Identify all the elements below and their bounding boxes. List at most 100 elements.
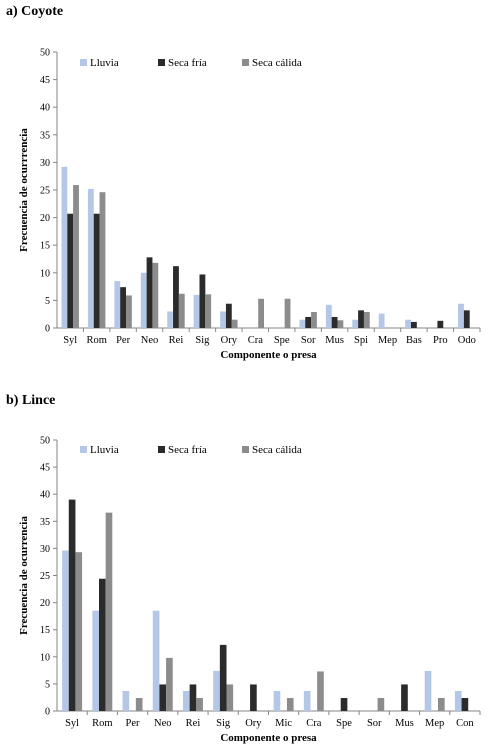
bar-rei-series-2 — [173, 266, 179, 328]
bar-rei-series-2 — [189, 684, 197, 711]
bar-sig-series-3 — [205, 294, 212, 328]
y-tick-label: 0 — [45, 324, 50, 335]
y-tick-label: 40 — [40, 490, 50, 501]
bar-sig-series-1 — [213, 670, 220, 711]
x-tick-label: Rei — [186, 718, 201, 729]
bar-rei-series-3 — [178, 293, 185, 328]
bar-bas-series-1 — [405, 319, 411, 328]
x-tick-label: Odo — [458, 335, 476, 346]
bar-sig-series-2 — [199, 274, 206, 328]
bar-ory-series-1 — [220, 311, 226, 328]
y-tick-label: 30 — [40, 544, 50, 555]
bar-sor-series-2 — [305, 316, 312, 328]
x-tick-label: Spe — [336, 718, 352, 729]
bar-neo-series-2 — [146, 257, 153, 328]
x-tick-label: Sor — [301, 335, 316, 346]
y-axis-label: Frecuencia de ocurrencia — [18, 516, 30, 635]
bar-sor-series-1 — [299, 319, 306, 328]
bar-ory-series-3 — [231, 319, 238, 328]
y-tick-label: 20 — [40, 213, 50, 224]
bar-sig-series-2 — [219, 644, 227, 711]
bar-syl-series-1 — [62, 550, 69, 711]
bar-rom-series-3 — [99, 192, 106, 328]
bar-spi-series-2 — [358, 310, 364, 328]
x-tick-label: Mep — [425, 718, 444, 729]
y-tick-label: 50 — [40, 436, 50, 447]
bar-odo-series-2 — [463, 310, 470, 328]
x-tick-label: Cra — [306, 718, 322, 729]
bar-per-series-1 — [122, 690, 130, 711]
bar-sig-series-3 — [226, 684, 234, 711]
y-tick-label: 10 — [40, 268, 50, 279]
chart-coyote: 0 5 10 15 20 25 30 35 40 45 50 Syl Rom Per Neo Rei Sig Or… — [18, 48, 481, 361]
legend-swatch-series-2 — [158, 446, 165, 453]
bar-mus-series-2 — [401, 684, 408, 711]
y-tick-label: 5 — [45, 296, 50, 307]
y-tick-label: 5 — [45, 679, 50, 690]
x-tick-label: Ory — [245, 718, 262, 729]
bar-sig-series-1 — [193, 294, 200, 328]
bar-rom-series-3 — [105, 512, 113, 711]
panel-b-title: b) Lince — [6, 393, 56, 408]
x-tick-label: Bas — [406, 335, 422, 346]
bar-syl-series-3 — [75, 552, 83, 711]
x-tick-label: Mep — [378, 335, 397, 346]
legend-swatch-series-1 — [80, 59, 87, 66]
x-tick-label: Rom — [86, 335, 106, 346]
bar-mic-series-1 — [273, 690, 281, 711]
legend-label-series-1: Lluvia — [90, 57, 119, 69]
y-tick-label: 20 — [40, 598, 50, 609]
x-tick-label: Cra — [248, 335, 264, 346]
legend-label-series-3: Seca cálida — [252, 444, 302, 456]
bar-rom-series-2 — [98, 578, 106, 711]
y-tick-label: 15 — [40, 241, 50, 252]
x-tick-label: Mus — [395, 718, 414, 729]
bar-spi-series-1 — [352, 319, 359, 328]
x-tick-label: Rei — [169, 335, 184, 346]
y-tick-label: 30 — [40, 158, 50, 169]
chart-lince: 0 5 10 15 20 25 30 35 40 45 50 Syl Rom Per Neo Rei Sig Or… — [18, 436, 481, 744]
x-tick-label: Per — [116, 335, 131, 346]
bar-neo-series-2 — [159, 684, 167, 711]
bar-mep-series-3 — [438, 697, 445, 711]
bar-neo-series-3 — [166, 657, 173, 711]
bar-rom-series-1 — [87, 188, 94, 328]
x-tick-label: Spi — [354, 335, 368, 346]
legend-label-series-2: Seca fría — [168, 444, 207, 456]
y-tick-label: 50 — [40, 48, 50, 59]
x-tick-label: Neo — [141, 335, 159, 346]
bar-per-series-3 — [126, 295, 132, 328]
bar-neo-series-1 — [152, 610, 160, 711]
y-axis-label: Frecuencia de ocurrrencia — [18, 128, 30, 252]
bar-con-series-2 — [461, 697, 469, 711]
bar-spi-series-3 — [363, 311, 370, 328]
bar-con-series-1 — [454, 690, 462, 711]
y-tick-label: 35 — [40, 130, 50, 141]
x-tick-label: Spe — [274, 335, 290, 346]
x-tick-label: Con — [456, 718, 474, 729]
bar-pro-series-2 — [437, 320, 444, 328]
bar-mic-series-3 — [286, 697, 294, 711]
legend-swatch-series-3 — [242, 446, 249, 453]
legend-label-series-3: Seca cálida — [252, 57, 302, 69]
bar-spe-series-2 — [340, 697, 348, 711]
x-tick-label: Sor — [367, 718, 382, 729]
y-tick-label: 45 — [40, 75, 50, 86]
bar-neo-series-1 — [140, 272, 147, 328]
bar-rom-series-2 — [93, 213, 100, 328]
bar-per-series-1 — [114, 281, 121, 328]
x-tick-label: Per — [126, 718, 141, 729]
bar-ory-series-2 — [225, 303, 232, 328]
bar-mus-series-1 — [325, 304, 332, 328]
bar-rei-series-1 — [167, 311, 174, 328]
legend-swatch-series-2 — [158, 59, 165, 66]
bar-syl-series-1 — [61, 166, 68, 328]
x-tick-label: Syl — [65, 718, 79, 729]
x-tick-label: Rom — [92, 718, 112, 729]
bar-neo-series-3 — [152, 262, 159, 328]
y-tick-label: 25 — [40, 571, 50, 582]
bar-syl-series-3 — [73, 185, 79, 328]
bar-cra-series-1 — [303, 690, 311, 711]
x-tick-label: Sig — [216, 718, 231, 729]
